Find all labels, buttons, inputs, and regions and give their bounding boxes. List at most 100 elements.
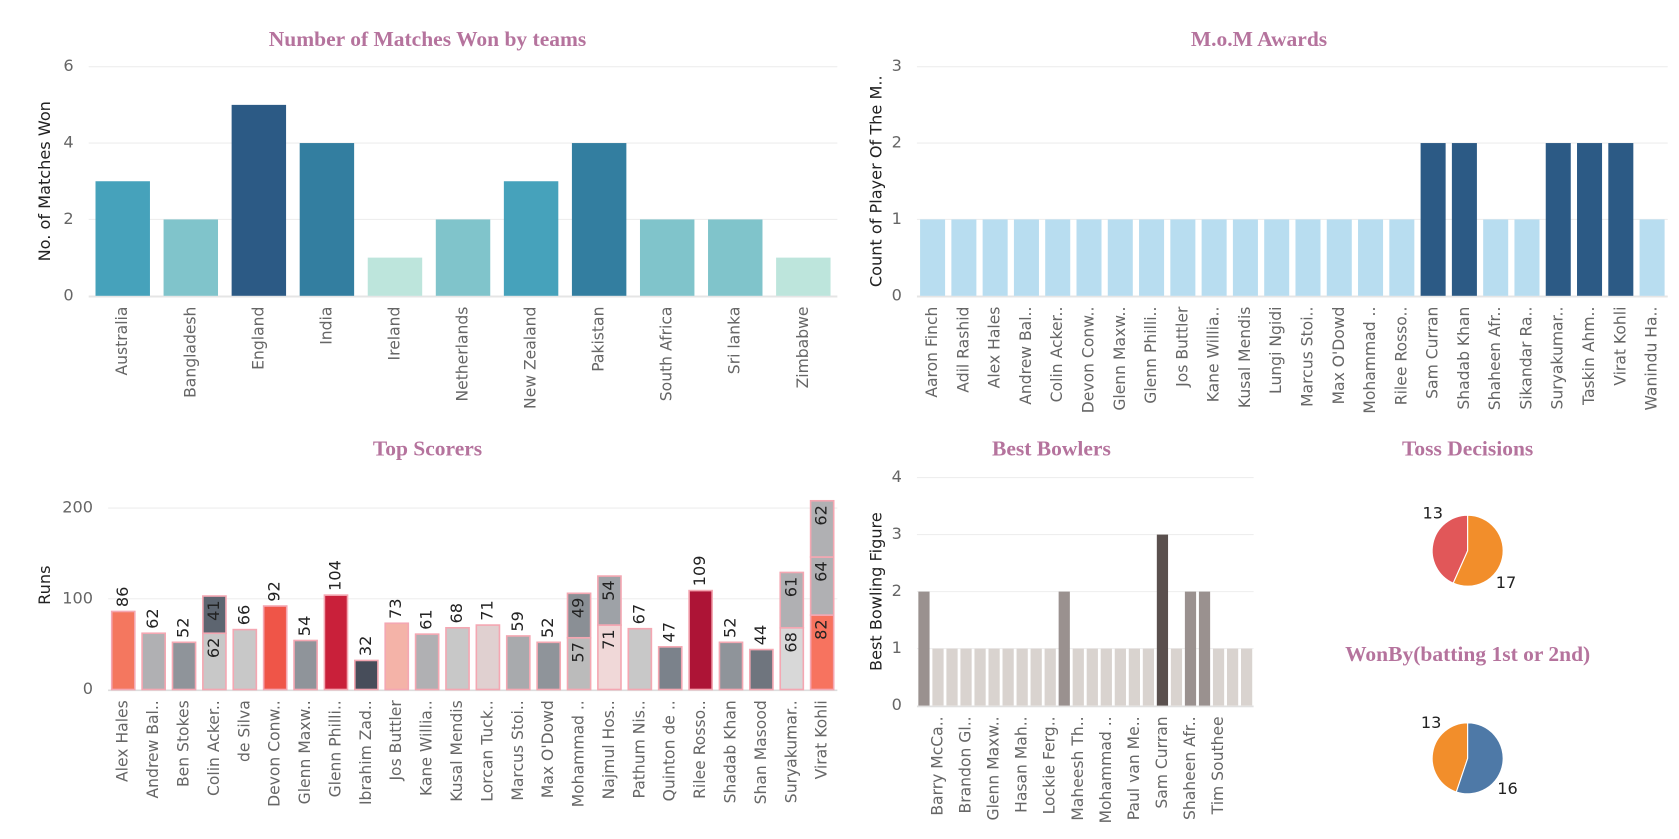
chart-title: Number of Matches Won by teams (269, 27, 587, 51)
data-label: 73 (386, 598, 405, 619)
x-tick-label: Glenn Maxw.. (1111, 307, 1129, 411)
data-label: 61 (781, 577, 800, 598)
bar (435, 219, 491, 296)
x-tick-label: South Africa (658, 307, 676, 402)
x-tick-label: Australia (113, 307, 131, 376)
y-tick-label: 0 (83, 679, 93, 698)
bar (1514, 219, 1540, 296)
data-label: 61 (417, 609, 436, 630)
data-label: 71 (477, 600, 496, 621)
x-tick-label: New Zealand (522, 307, 540, 409)
y-tick-label: 2 (892, 581, 902, 600)
bar (1639, 219, 1665, 296)
x-tick-label: Brandon Gl.. (957, 716, 975, 813)
bar (1226, 648, 1239, 706)
bar-segment (293, 639, 318, 691)
bar-segment (202, 595, 227, 635)
x-tick-label: Adil Rashid (954, 307, 972, 393)
x-tick-label: Sam Curran (1424, 307, 1442, 399)
bar (920, 219, 946, 296)
x-tick-label: Shaheen Afr.. (1181, 716, 1199, 820)
x-tick-label: Tim Southee (1209, 716, 1227, 815)
bar-segment (445, 626, 470, 691)
data-label: 52 (720, 617, 739, 638)
bar (776, 257, 831, 296)
data-label: 66 (234, 605, 253, 626)
bar-segment (414, 633, 440, 691)
data-label: 41 (204, 600, 223, 621)
x-tick-label: Sri lanka (726, 307, 744, 375)
bar-segment (323, 594, 349, 691)
data-label: 86 (113, 587, 132, 608)
x-tick-label: Jos Buttler (387, 700, 405, 782)
pie-label: 17 (1496, 573, 1517, 592)
bar (1142, 648, 1155, 706)
x-tick-label: Netherlands (454, 307, 472, 402)
data-label: 92 (265, 581, 284, 602)
bar (367, 257, 423, 296)
x-tick-label: Wanindu Ha.. (1643, 307, 1661, 411)
x-tick-label: Shadab Khan (1455, 307, 1473, 410)
bar (974, 648, 986, 706)
x-tick-label: Jos Buttler (1173, 306, 1191, 388)
bar (1264, 219, 1290, 296)
chart-title: WonBy(batting 1st or 2nd) (1345, 642, 1590, 666)
bar (1232, 219, 1258, 296)
bar (1044, 648, 1056, 706)
y-tick-label: 1 (892, 209, 902, 228)
bar (1045, 219, 1071, 296)
x-tick-label: Ireland (385, 307, 403, 361)
data-label: 44 (751, 625, 770, 646)
x-tick-label: Ben Stokes (175, 700, 193, 787)
x-tick-label: Hasan Mah.. (1013, 716, 1031, 813)
bar-segment (566, 592, 592, 639)
x-tick-label: Najmul Hos.. (600, 700, 618, 799)
x-tick-label: Kusal Mendis (1236, 307, 1254, 408)
bar-segment (627, 627, 653, 691)
bar (1295, 219, 1321, 296)
bar (299, 143, 355, 296)
data-label: 68 (781, 632, 800, 653)
data-label: 57 (569, 642, 588, 663)
x-tick-label: India (317, 307, 335, 345)
x-tick-label: Shadab Khan (721, 700, 739, 803)
bar (1016, 648, 1028, 706)
x-tick-label: Devon Conw.. (266, 700, 284, 807)
y-tick-label: 200 (62, 498, 93, 517)
y-tick-label: 4 (63, 133, 73, 152)
x-tick-label: Max O'Dowd (1330, 307, 1348, 405)
bar (1420, 143, 1446, 296)
y-axis-title: No. of Matches Won (35, 101, 54, 261)
y-tick-label: 0 (892, 285, 902, 304)
bar (982, 219, 1008, 296)
x-tick-label: Virat Kohli (813, 700, 831, 779)
bar (1198, 591, 1211, 706)
data-label: 64 (812, 561, 831, 582)
bar (1139, 219, 1165, 296)
pie-slice (1431, 514, 1469, 584)
bar (1107, 219, 1133, 296)
bar-segment (171, 641, 197, 691)
x-tick-label: Lockie Ferg.. (1041, 716, 1059, 814)
bar (1545, 143, 1571, 296)
pie-slice (1455, 722, 1504, 795)
x-tick-label: de Silva (235, 700, 253, 762)
bar (503, 181, 559, 296)
pie-slice (1431, 722, 1469, 793)
x-tick-label: Ibrahim Zad.. (357, 700, 375, 805)
x-tick-label: Sam Curran (1153, 716, 1171, 808)
x-tick-label: Kusal Mendis (448, 700, 466, 801)
bar (1326, 219, 1352, 296)
bar-segment (718, 641, 744, 691)
bar (1058, 591, 1070, 706)
y-tick-label: 3 (892, 56, 902, 75)
x-tick-label: Rilee Rosso.. (691, 700, 709, 799)
bar-segment (657, 646, 683, 691)
pie-slice (1452, 514, 1504, 587)
bar (988, 648, 1000, 706)
bar-segment (141, 632, 166, 691)
y-tick-label: 6 (63, 56, 73, 75)
bar (1201, 219, 1227, 296)
bar (1072, 648, 1084, 706)
x-tick-label: Taskin Ahm.. (1580, 307, 1598, 406)
